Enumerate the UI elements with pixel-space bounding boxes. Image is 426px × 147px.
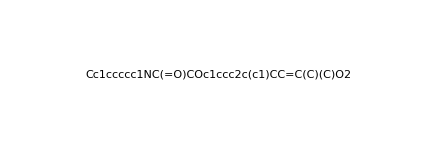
Text: Cc1ccccc1NC(=O)COc1ccc2c(c1)CC=C(C)(C)O2: Cc1ccccc1NC(=O)COc1ccc2c(c1)CC=C(C)(C)O2 [85,69,351,79]
